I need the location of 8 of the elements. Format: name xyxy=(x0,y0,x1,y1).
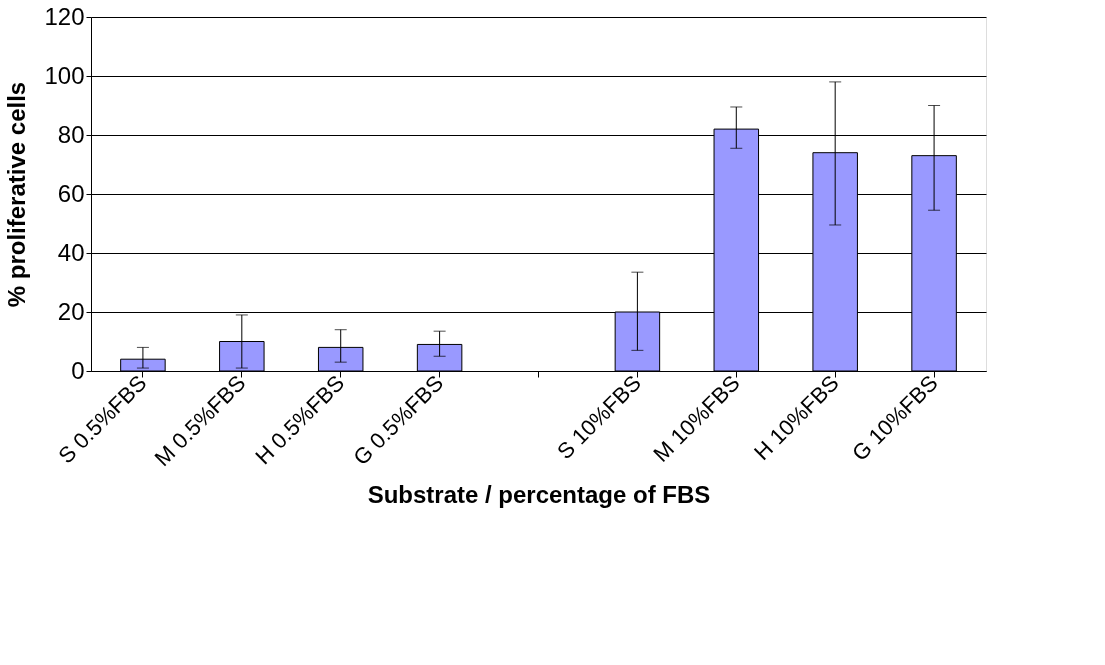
y-tick-label: 20 xyxy=(57,297,85,325)
y-axis-title: % proliferative cells xyxy=(3,81,31,308)
y-tick-label: 40 xyxy=(57,238,85,266)
y-tick-label: 120 xyxy=(44,2,85,30)
y-tick-label: 60 xyxy=(57,179,85,207)
y-tick-label: 80 xyxy=(57,120,85,148)
y-tick-label: 100 xyxy=(44,61,85,89)
x-axis-title: Substrate / percentage of FBS xyxy=(367,481,711,509)
